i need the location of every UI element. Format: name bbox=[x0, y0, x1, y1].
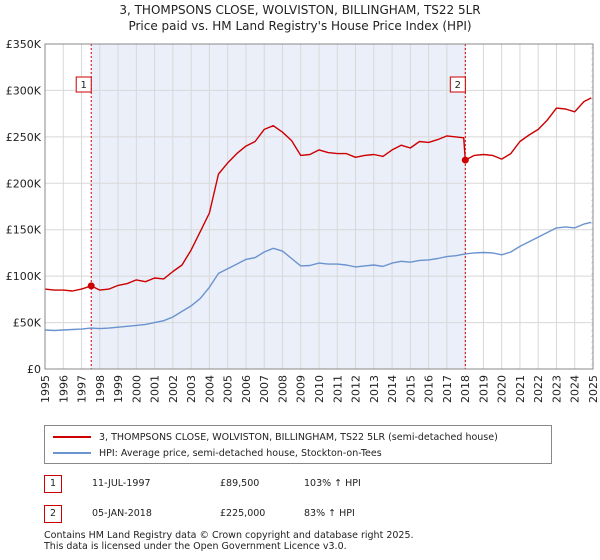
sale-label: 1 bbox=[81, 80, 87, 91]
legend-label-hpi: HPI: Average price, semi-detached house,… bbox=[99, 447, 382, 459]
transaction-row: 1 11-JUL-1997 £89,500 103% ↑ HPI bbox=[44, 475, 564, 493]
x-tick-label: 2003 bbox=[185, 375, 198, 403]
price-chart: 1 2 £0 £50K £100K £150K £200K £250K £300K £350K 19… bbox=[6, 38, 600, 403]
transaction-marker: 1 bbox=[44, 475, 62, 493]
x-tick-label: 2012 bbox=[350, 375, 363, 403]
x-tick-label: 2025 bbox=[587, 375, 600, 403]
x-tick-label: 2004 bbox=[203, 375, 216, 403]
sale-point bbox=[87, 282, 95, 290]
footer: Contains HM Land Registry data © Crown c… bbox=[44, 530, 414, 552]
sale-label: 2 bbox=[455, 80, 461, 91]
transaction-hpi: 103% ↑ HPI bbox=[304, 478, 361, 489]
transaction-date: 11-JUL-1997 bbox=[92, 478, 151, 489]
x-tick-label: 2020 bbox=[496, 375, 509, 403]
footer-license: This data is licensed under the Open Gov… bbox=[44, 541, 347, 552]
x-tick-label: 1997 bbox=[76, 375, 89, 403]
hpi-series-line bbox=[44, 221, 592, 332]
x-tick-label: 2010 bbox=[313, 375, 326, 403]
x-tick-label: 1998 bbox=[94, 375, 107, 403]
x-tick-label: 2006 bbox=[240, 375, 253, 403]
footer-copyright: Contains HM Land Registry data © Crown c… bbox=[44, 530, 414, 541]
transaction-hpi: 83% ↑ HPI bbox=[304, 508, 355, 519]
x-tick-label: 2001 bbox=[149, 375, 162, 403]
x-tick-label: 2002 bbox=[167, 375, 180, 403]
transaction-price: £89,500 bbox=[220, 478, 260, 489]
y-tick-label: £0 bbox=[27, 363, 41, 376]
y-tick-label: £50K bbox=[13, 317, 42, 330]
y-tick-label: £250K bbox=[6, 131, 42, 144]
x-tick-label: 2007 bbox=[258, 375, 271, 403]
y-tick-label: £300K bbox=[6, 84, 42, 97]
sale-label-box bbox=[449, 76, 466, 93]
y-tick-label: £350K bbox=[6, 38, 42, 51]
x-tick-label: 2009 bbox=[295, 375, 308, 403]
y-tick-label: £100K bbox=[6, 270, 42, 283]
transaction-date: 05-JAN-2018 bbox=[92, 508, 152, 519]
x-tick-label: 2022 bbox=[532, 375, 545, 403]
x-tick-label: 1996 bbox=[57, 375, 70, 403]
x-tick-label: 2018 bbox=[459, 375, 472, 403]
x-tick-label: 2011 bbox=[331, 375, 344, 403]
x-tick-label: 1995 bbox=[39, 375, 52, 403]
property-series-line bbox=[44, 97, 592, 292]
x-tick-label: 2021 bbox=[514, 375, 527, 403]
legend-item-property: 3, THOMPSONS CLOSE, WOLVISTON, BILLINGHA… bbox=[53, 430, 498, 444]
x-tick-label: 2014 bbox=[386, 375, 399, 403]
legend-item-hpi: HPI: Average price, semi-detached house,… bbox=[53, 446, 382, 460]
ownership-period-shade bbox=[91, 44, 466, 369]
plot-frame bbox=[44, 43, 594, 370]
x-tick-label: 2019 bbox=[477, 375, 490, 403]
transaction-price: £225,000 bbox=[220, 508, 266, 519]
x-tick-label: 2016 bbox=[423, 375, 436, 403]
x-tick-label: 2024 bbox=[569, 375, 582, 403]
sale-label-box bbox=[75, 76, 92, 93]
y-tick-label: £150K bbox=[6, 224, 42, 237]
x-tick-label: 1999 bbox=[112, 375, 125, 403]
sale-point bbox=[461, 156, 469, 164]
x-tick-label: 2023 bbox=[550, 375, 563, 403]
x-tick-label: 2005 bbox=[222, 375, 235, 403]
transaction-marker: 2 bbox=[44, 505, 62, 523]
y-tick-label: £200K bbox=[6, 177, 42, 190]
x-tick-label: 2008 bbox=[276, 375, 289, 403]
x-tick-label: 2017 bbox=[441, 375, 454, 403]
transaction-row: 2 05-JAN-2018 £225,000 83% ↑ HPI bbox=[44, 505, 564, 523]
legend-label-property: 3, THOMPSONS CLOSE, WOLVISTON, BILLINGHA… bbox=[99, 431, 498, 443]
x-tick-label: 2015 bbox=[404, 375, 417, 403]
x-tick-label: 2000 bbox=[130, 375, 143, 403]
future-hatch bbox=[591, 44, 593, 369]
chart-legend: 3, THOMPSONS CLOSE, WOLVISTON, BILLINGHA… bbox=[44, 425, 552, 464]
chart-subtitle: Price paid vs. HM Land Registry's House … bbox=[128, 19, 472, 33]
legend-swatch-hpi bbox=[53, 452, 91, 454]
legend-swatch-property bbox=[53, 436, 91, 438]
chart-title: 3, THOMPSONS CLOSE, WOLVISTON, BILLINGHA… bbox=[119, 3, 481, 17]
x-tick-label: 2013 bbox=[368, 375, 381, 403]
